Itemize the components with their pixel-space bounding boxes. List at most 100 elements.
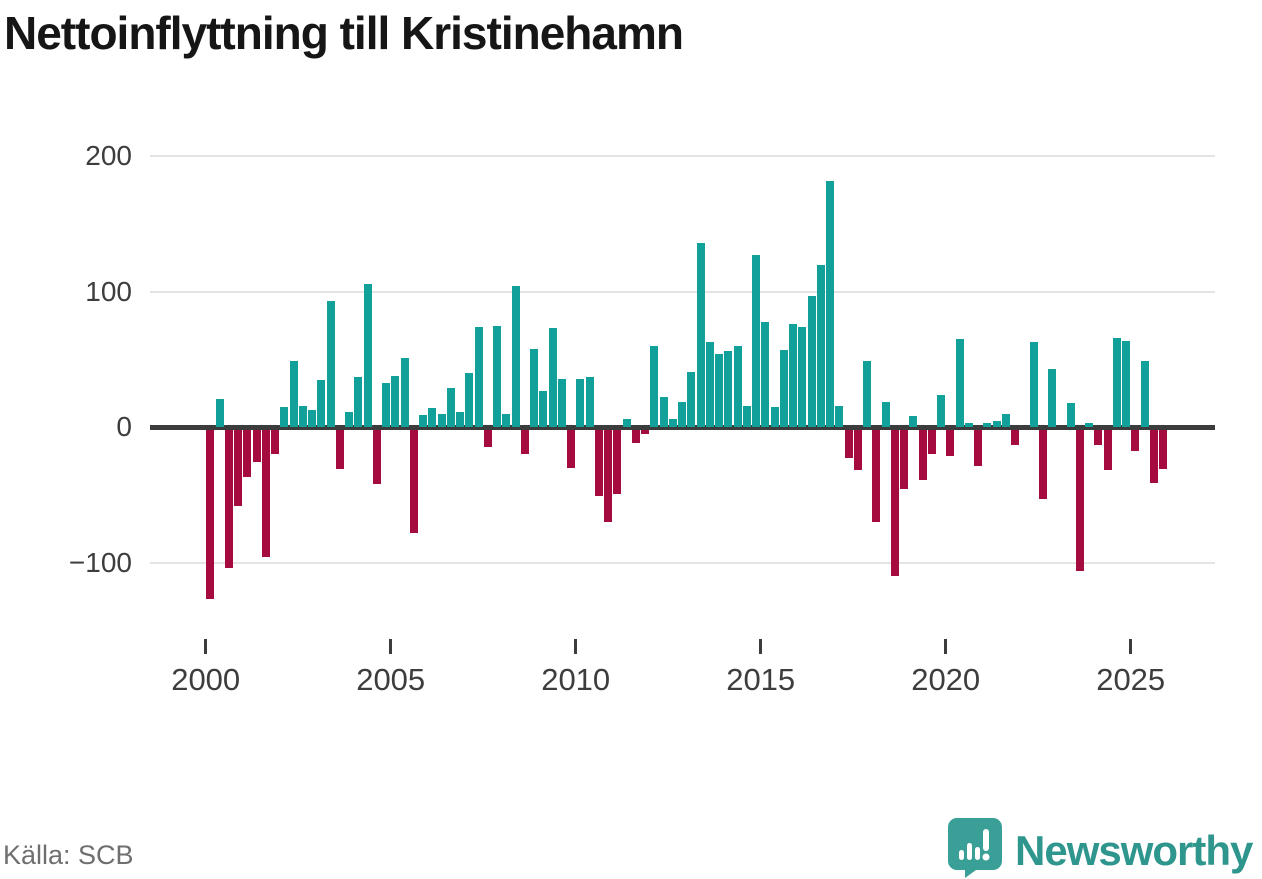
bar-2024Q3 — [1112, 337, 1121, 428]
bar-2012Q2 — [659, 397, 668, 428]
bar-2001Q1 — [243, 429, 252, 478]
bar-2016Q3 — [816, 264, 825, 428]
bar-2004Q4 — [382, 382, 391, 428]
bar-2025Q1 — [1131, 429, 1140, 452]
bar-2008Q1 — [502, 413, 511, 428]
bar-2023Q3 — [1075, 429, 1084, 571]
bar-2005Q3 — [409, 429, 418, 533]
bar-2014Q3 — [742, 405, 751, 428]
bar-2003Q3 — [335, 429, 344, 470]
bar-2009Q4 — [567, 429, 576, 468]
x-axis-label-2010: 2010 — [541, 662, 611, 697]
bar-2013Q2 — [696, 242, 705, 428]
bar-2006Q1 — [428, 408, 437, 428]
bar-2023Q2 — [1066, 402, 1075, 428]
bar-2025Q4 — [1159, 429, 1168, 470]
bar-2010Q4 — [604, 429, 613, 522]
bar-2011Q4 — [641, 429, 650, 434]
bar-2022Q2 — [1029, 341, 1038, 428]
gridline-200 — [150, 155, 1215, 158]
x-axis-label-2025: 2025 — [1096, 662, 1166, 697]
zero-axis-line — [150, 424, 1215, 430]
y-axis-label-2: 0 — [116, 411, 132, 443]
bar-2016Q1 — [798, 326, 807, 428]
bar-2008Q4 — [530, 348, 539, 428]
bar-2014Q4 — [752, 255, 761, 428]
bar-2009Q2 — [548, 328, 557, 428]
bar-2011Q1 — [613, 429, 622, 494]
y-axis-label-0: 200 — [85, 140, 132, 172]
bar-2004Q2 — [363, 283, 372, 428]
bar-2002Q2 — [289, 360, 298, 428]
bar-2018Q1 — [872, 429, 881, 522]
bar-2007Q2 — [474, 326, 483, 428]
source-label: Källa: SCB — [3, 840, 134, 870]
bar-2010Q3 — [594, 429, 603, 497]
bar-2016Q4 — [826, 180, 835, 428]
bar-2024Q2 — [1103, 429, 1112, 471]
x-tick-2010 — [574, 639, 578, 654]
bar-2022Q3 — [1038, 429, 1047, 499]
bar-2009Q3 — [557, 378, 566, 428]
newsworthy-logo-text: Newsworthy — [1015, 826, 1253, 874]
bar-2021Q1 — [983, 423, 992, 428]
bar-2020Q4 — [974, 429, 983, 467]
bar-2024Q1 — [1094, 429, 1103, 445]
bar-2012Q3 — [668, 419, 677, 428]
bar-2006Q3 — [446, 387, 455, 428]
x-tick-2025 — [1129, 639, 1133, 654]
bar-2020Q1 — [946, 429, 955, 456]
bar-2005Q4 — [419, 415, 428, 428]
bar-2008Q3 — [520, 429, 529, 455]
bar-2006Q4 — [456, 412, 465, 428]
bar-2002Q3 — [298, 405, 307, 428]
bar-2000Q3 — [224, 429, 233, 569]
newsworthy-logo: Newsworthy — [947, 817, 1253, 879]
bar-2017Q3 — [853, 429, 862, 471]
bar-2020Q2 — [955, 339, 964, 428]
bar-2007Q1 — [465, 373, 474, 428]
bar-2007Q4 — [493, 325, 502, 428]
bar-2013Q1 — [687, 371, 696, 428]
bar-2005Q2 — [400, 358, 409, 428]
bar-2012Q1 — [650, 345, 659, 428]
bar-2017Q2 — [844, 429, 853, 459]
x-axis-label-2000: 2000 — [171, 662, 241, 697]
bar-2017Q1 — [835, 405, 844, 428]
x-tick-2020 — [944, 639, 948, 654]
bar-2012Q4 — [678, 401, 687, 428]
x-axis-label-2015: 2015 — [726, 662, 796, 697]
bar-2015Q1 — [761, 321, 770, 428]
x-axis-label-2020: 2020 — [911, 662, 981, 697]
bar-2001Q4 — [271, 429, 280, 455]
bar-2011Q2 — [622, 419, 631, 428]
bar-2000Q1 — [206, 429, 215, 600]
bar-2004Q1 — [354, 377, 363, 428]
bar-2022Q4 — [1048, 369, 1057, 428]
y-axis-label-1: 100 — [85, 275, 132, 307]
bar-2009Q1 — [539, 390, 548, 428]
bar-2003Q4 — [345, 412, 354, 428]
bar-2018Q3 — [890, 429, 899, 577]
chart-title: Nettoinflyttning till Kristinehamn — [4, 7, 684, 59]
bar-2010Q2 — [585, 377, 594, 428]
bar-2011Q3 — [631, 429, 640, 444]
bar-2000Q4 — [234, 429, 243, 506]
x-tick-2000 — [204, 639, 208, 654]
bar-2024Q4 — [1122, 340, 1131, 428]
bar-2014Q2 — [733, 345, 742, 428]
bar-2017Q4 — [863, 360, 872, 428]
bar-2003Q2 — [326, 301, 335, 428]
bar-2015Q2 — [770, 406, 779, 428]
bar-2007Q3 — [483, 429, 492, 448]
bar-2019Q1 — [909, 416, 918, 428]
bar-2000Q2 — [215, 398, 224, 428]
bar-2008Q2 — [511, 286, 520, 428]
bar-2019Q3 — [927, 429, 936, 455]
newsworthy-logo-icon — [947, 817, 1003, 879]
bar-2002Q1 — [280, 406, 289, 428]
gridline-−100 — [150, 561, 1215, 564]
bar-2010Q1 — [576, 378, 585, 428]
